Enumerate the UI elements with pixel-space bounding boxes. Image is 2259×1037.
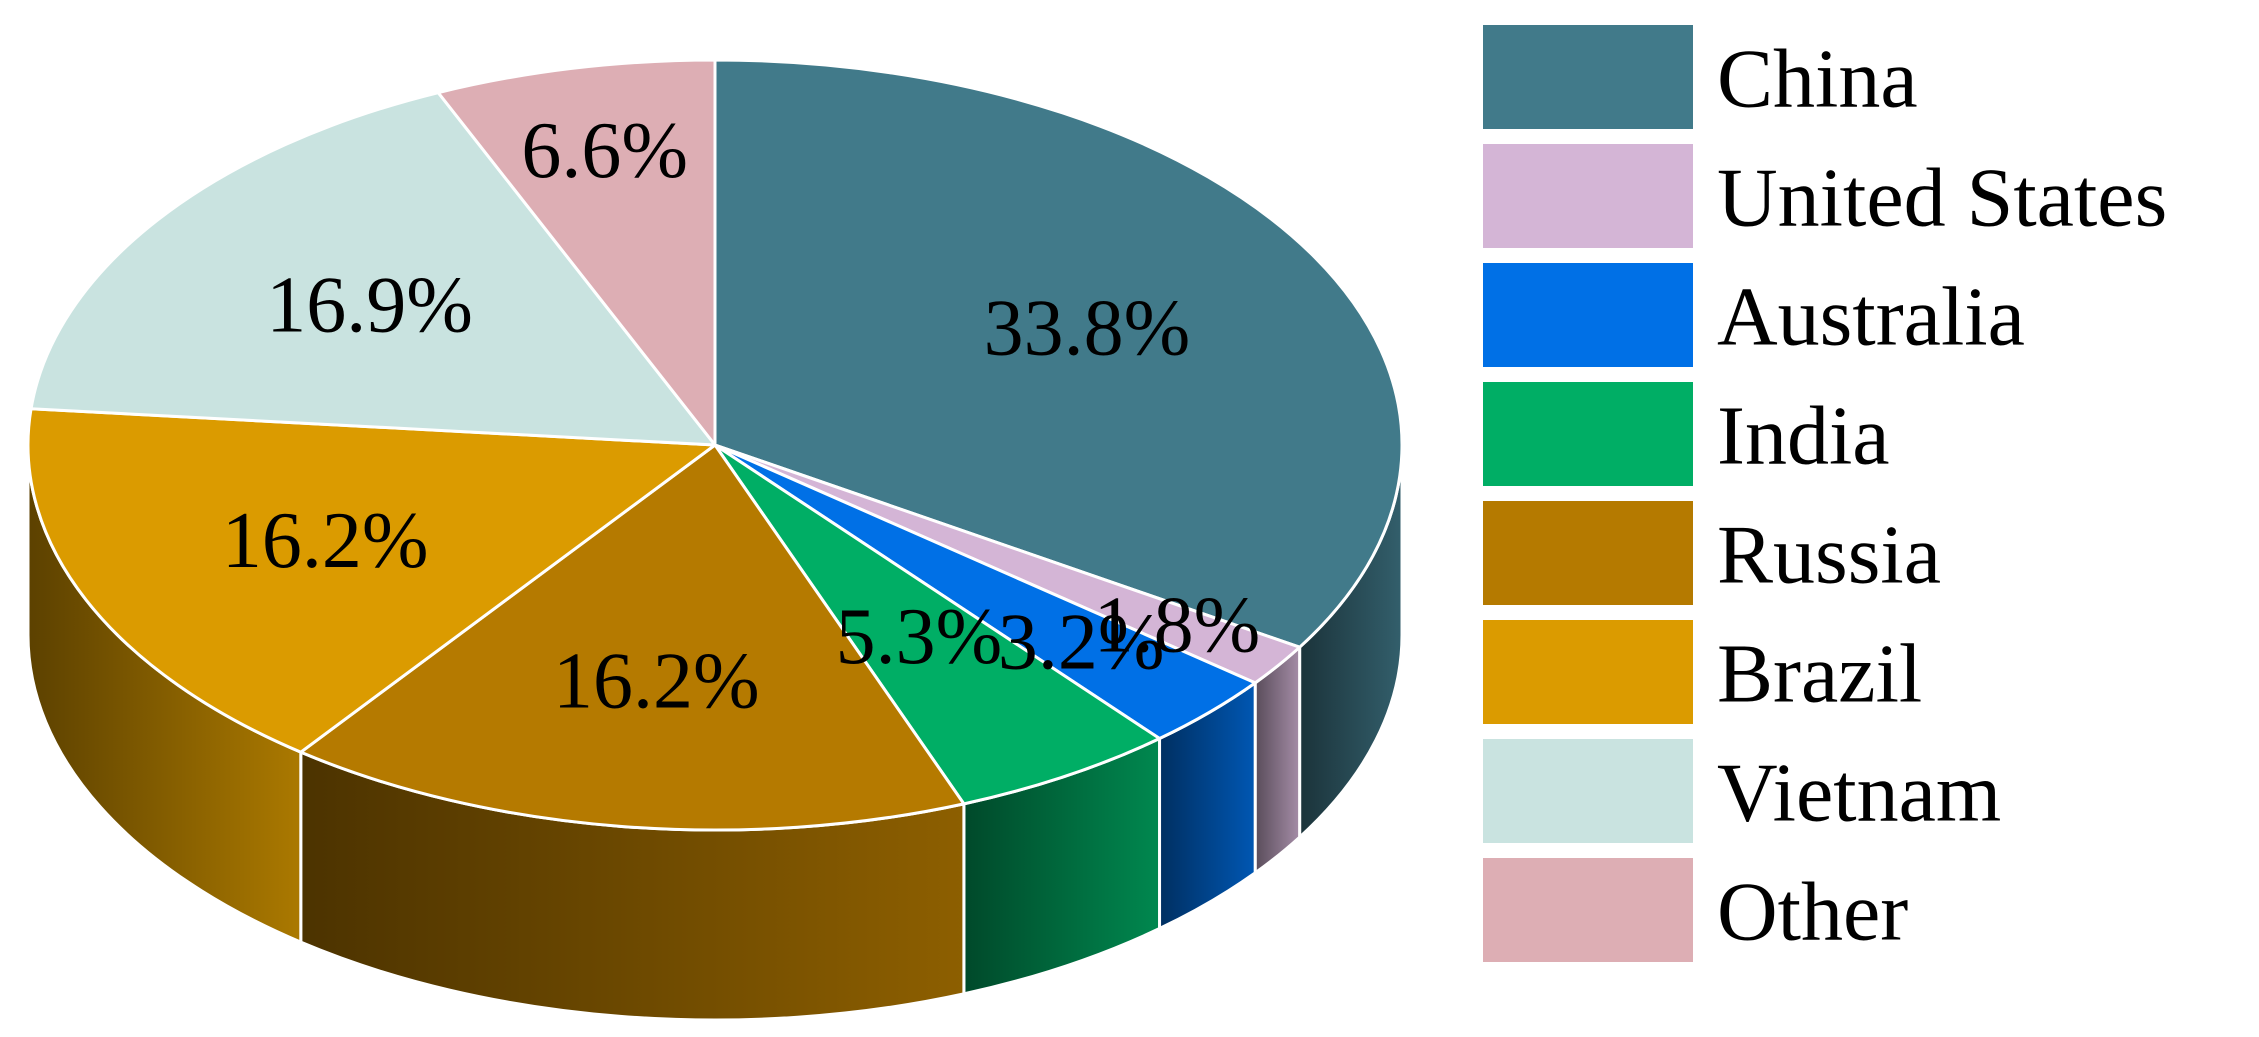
data-label-brazil: 16.2% xyxy=(222,497,429,585)
legend-item-brazil: Brazil xyxy=(1483,620,1922,724)
legend-label-other: Other xyxy=(1717,866,1908,959)
legend-label-china: China xyxy=(1717,33,1918,126)
legend-swatch-india xyxy=(1483,382,1693,486)
legend-swatch-australia xyxy=(1483,263,1693,367)
legend-item-russia: Russia xyxy=(1483,501,1941,605)
legend-label-russia: Russia xyxy=(1717,509,1941,602)
data-label-united-states: 1.8% xyxy=(1094,582,1261,670)
data-label-china: 33.8% xyxy=(984,285,1191,373)
legend: China United States Australia India Russia Br… xyxy=(1483,25,2167,962)
legend-item-australia: Australia xyxy=(1483,263,2025,367)
legend-swatch-china xyxy=(1483,25,1693,129)
legend-item-china: China xyxy=(1483,25,1918,129)
legend-swatch-united-states xyxy=(1483,144,1693,248)
slice-vietnam xyxy=(29,91,717,447)
slice-russia xyxy=(299,443,966,832)
data-label-other: 6.6% xyxy=(521,107,688,195)
legend-label-brazil: Brazil xyxy=(1717,628,1922,721)
pie-data-labels: 33.8% 1.8%3.2%5.3% 16.2% 16.2% 16.9% 6.6% xyxy=(222,107,1260,725)
slice-brazil xyxy=(26,407,717,754)
legend-swatch-russia xyxy=(1483,501,1693,605)
legend-swatch-brazil xyxy=(1483,620,1693,724)
pie-top-slices xyxy=(26,58,1404,832)
slice-india xyxy=(713,443,1162,806)
legend-item-india: India xyxy=(1483,382,1890,486)
slice-china xyxy=(713,58,1404,649)
data-label-india: 5.3% xyxy=(836,593,1003,681)
data-label-australia: 3.2% xyxy=(998,599,1165,687)
legend-item-vietnam: Vietnam xyxy=(1483,739,2001,843)
side-wall-united-states xyxy=(1253,643,1302,876)
data-label-vietnam: 16.9% xyxy=(266,261,473,349)
legend-swatch-other xyxy=(1483,858,1693,962)
legend-label-india: India xyxy=(1717,390,1890,483)
legend-label-australia: Australia xyxy=(1717,271,2025,364)
legend-item-other: Other xyxy=(1483,858,1908,962)
legend-swatch-vietnam xyxy=(1483,739,1693,843)
legend-label-united-states: United States xyxy=(1717,152,2167,245)
legend-label-vietnam: Vietnam xyxy=(1717,747,2001,840)
legend-item-united-states: United States xyxy=(1483,144,2167,248)
data-label-russia: 16.2% xyxy=(553,637,760,725)
slice-other xyxy=(436,58,717,447)
